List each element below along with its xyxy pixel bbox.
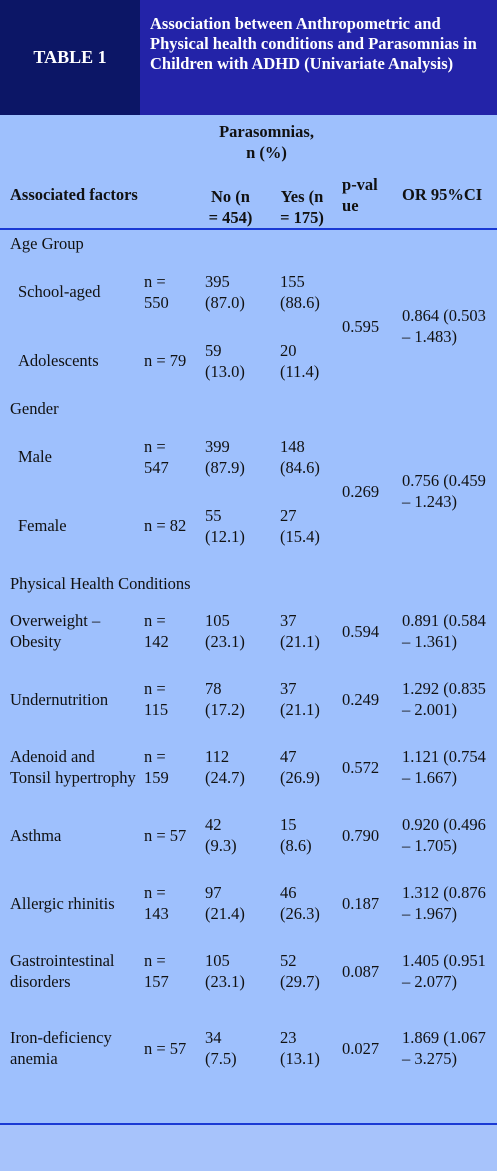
p-value-cell: 0.594 xyxy=(342,621,380,641)
n-cell: n = 143 xyxy=(144,883,169,923)
or-cell: 0.920 (0.496 – 1.705) xyxy=(402,815,486,855)
yes-cell: 47 (26.9) xyxy=(280,747,320,787)
n-cell: n = 157 xyxy=(144,951,169,991)
yes-cell: 20 (11.4) xyxy=(280,340,320,381)
column-header: Yes (n = 175) xyxy=(270,163,339,230)
data-row: Adenoid and Tonsil hypertrophy n = 159 112… xyxy=(0,733,497,801)
factor-cell: School-aged xyxy=(18,282,101,301)
group-label: Physical Health Conditions xyxy=(10,574,191,593)
yes-cell: 148 (84.6) xyxy=(280,436,320,477)
factor-cell: Adolescents xyxy=(18,351,99,370)
no-cell: 105 (23.1) xyxy=(205,611,245,651)
data-row: Gastrointestinal disorders n = 157 105 (23… xyxy=(0,937,497,1005)
p-value-cell: 0.249 xyxy=(342,689,380,709)
or-cell: 1.405 (0.951 – 2.077) xyxy=(402,951,486,991)
table-label: TABLE 1 xyxy=(0,0,140,115)
yes-cell: 15 (8.6) xyxy=(280,815,312,855)
group-row: Gender xyxy=(0,395,497,422)
factor-cell: Asthma xyxy=(10,825,62,845)
no-cell: 97 (21.4) xyxy=(205,883,245,923)
header: TABLE 1 Association between Anthropometr… xyxy=(0,0,497,115)
column-header: Parasomnias, n (%) xyxy=(219,122,314,162)
group-row: Physical Health Conditions xyxy=(0,570,497,597)
n-cell: n = 142 xyxy=(144,611,169,651)
data-row: Female n = 82 55 (12.1) 27 (15.4) xyxy=(0,491,497,560)
data-row: Overweight – Obesity n = 142 105 (23.1) 37 … xyxy=(0,597,497,665)
no-cell: 59 (13.0) xyxy=(205,340,245,381)
p-value-cell: 0.790 xyxy=(342,825,380,845)
yes-cell: 155 (88.6) xyxy=(280,271,320,312)
data-row: Allergic rhinitis n = 143 97 (21.4) 46 (26.… xyxy=(0,869,497,937)
n-cell: n = 115 xyxy=(144,679,169,719)
n-cell: n = 82 xyxy=(144,516,187,535)
n-cell: n = 57 xyxy=(144,1038,187,1058)
no-cell: 55 (12.1) xyxy=(205,505,245,546)
yes-cell: 37 (21.1) xyxy=(280,611,320,651)
factor-cell: Female xyxy=(18,516,67,535)
yes-cell: 23 (13.1) xyxy=(280,1028,320,1068)
group-label: Gender xyxy=(10,399,59,418)
data-table: Parasomnias, n (%) Associated factors No… xyxy=(0,115,497,1091)
n-cell: n = 79 xyxy=(144,351,187,370)
p-value-cell: 0.269 xyxy=(342,481,380,501)
column-header: OR 95%CI xyxy=(398,163,497,230)
p-value-cell: 0.595 xyxy=(342,316,380,336)
no-cell: 42 (9.3) xyxy=(205,815,237,855)
group-label: Age Group xyxy=(10,234,84,253)
factor-cell: Allergic rhinitis xyxy=(10,893,115,913)
no-cell: 105 (23.1) xyxy=(205,951,245,991)
group-row: Age Group xyxy=(0,229,497,257)
factor-cell: Gastrointestinal disorders xyxy=(10,951,115,991)
factor-cell: Overweight – Obesity xyxy=(10,611,101,651)
spacer-row xyxy=(0,560,497,570)
or-cell: 1.869 (1.067 – 3.275) xyxy=(402,1028,486,1068)
factor-cell: Adenoid and Tonsil hypertrophy xyxy=(10,747,136,787)
data-row: School-aged n = 550 395 (87.0) 155 (88.6) 0.… xyxy=(0,257,497,347)
factor-cell: Male xyxy=(18,447,52,466)
or-cell: 0.864 (0.503 – 1.483) xyxy=(402,306,486,346)
or-cell: 1.121 (0.754 – 1.667) xyxy=(402,747,486,787)
or-cell: 1.292 (0.835 – 2.001) xyxy=(402,679,486,719)
data-row: Asthma n = 57 42 (9.3) 15 (8.6) 0.790 0.920 (… xyxy=(0,801,497,869)
factor-cell: Undernutrition xyxy=(10,689,109,709)
or-cell: 0.756 (0.459 – 1.243) xyxy=(402,471,486,511)
footer-band xyxy=(0,1123,497,1171)
no-cell: 78 (17.2) xyxy=(205,679,245,719)
yes-cell: 27 (15.4) xyxy=(280,505,320,546)
data-row: Undernutrition n = 115 78 (17.2) 37 (21.1) 0… xyxy=(0,665,497,733)
no-cell: 399 (87.9) xyxy=(205,436,245,477)
column-header: Associated factors xyxy=(0,163,195,230)
column-header: No (n = 454) xyxy=(195,163,270,230)
table-title: Association between Anthropometric and P… xyxy=(140,0,497,115)
p-value-cell: 0.087 xyxy=(342,961,380,981)
n-cell: n = 57 xyxy=(144,825,187,845)
or-cell: 0.891 (0.584 – 1.361) xyxy=(402,611,486,651)
factor-cell: Iron-deficiency anemia xyxy=(10,1028,112,1068)
data-row: Male n = 547 399 (87.9) 148 (84.6) 0.269 0.75… xyxy=(0,422,497,512)
table-head: Parasomnias, n (%) Associated factors No… xyxy=(0,115,497,230)
yes-cell: 46 (26.3) xyxy=(280,883,320,923)
p-value-cell: 0.572 xyxy=(342,757,380,777)
yes-cell: 52 (29.7) xyxy=(280,951,320,991)
no-cell: 395 (87.0) xyxy=(205,271,245,312)
no-cell: 112 (24.7) xyxy=(205,747,245,787)
n-cell: n = 159 xyxy=(144,747,169,787)
or-cell: 1.312 (0.876 – 1.967) xyxy=(402,883,486,923)
p-value-cell: 0.027 xyxy=(342,1038,380,1058)
data-row: Iron-deficiency anemia n = 57 34 (7.5) 23 (… xyxy=(0,1005,497,1091)
yes-cell: 37 (21.1) xyxy=(280,679,320,719)
table-body: Age Group School-aged n = 550 395 (87.0) 155… xyxy=(0,229,497,1091)
p-value-cell: 0.187 xyxy=(342,893,380,913)
n-cell: n = 550 xyxy=(144,271,169,312)
column-header: p-value xyxy=(338,163,399,230)
data-row: Adolescents n = 79 59 (13.0) 20 (11.4) xyxy=(0,326,497,395)
n-cell: n = 547 xyxy=(144,436,169,477)
no-cell: 34 (7.5) xyxy=(205,1028,237,1068)
